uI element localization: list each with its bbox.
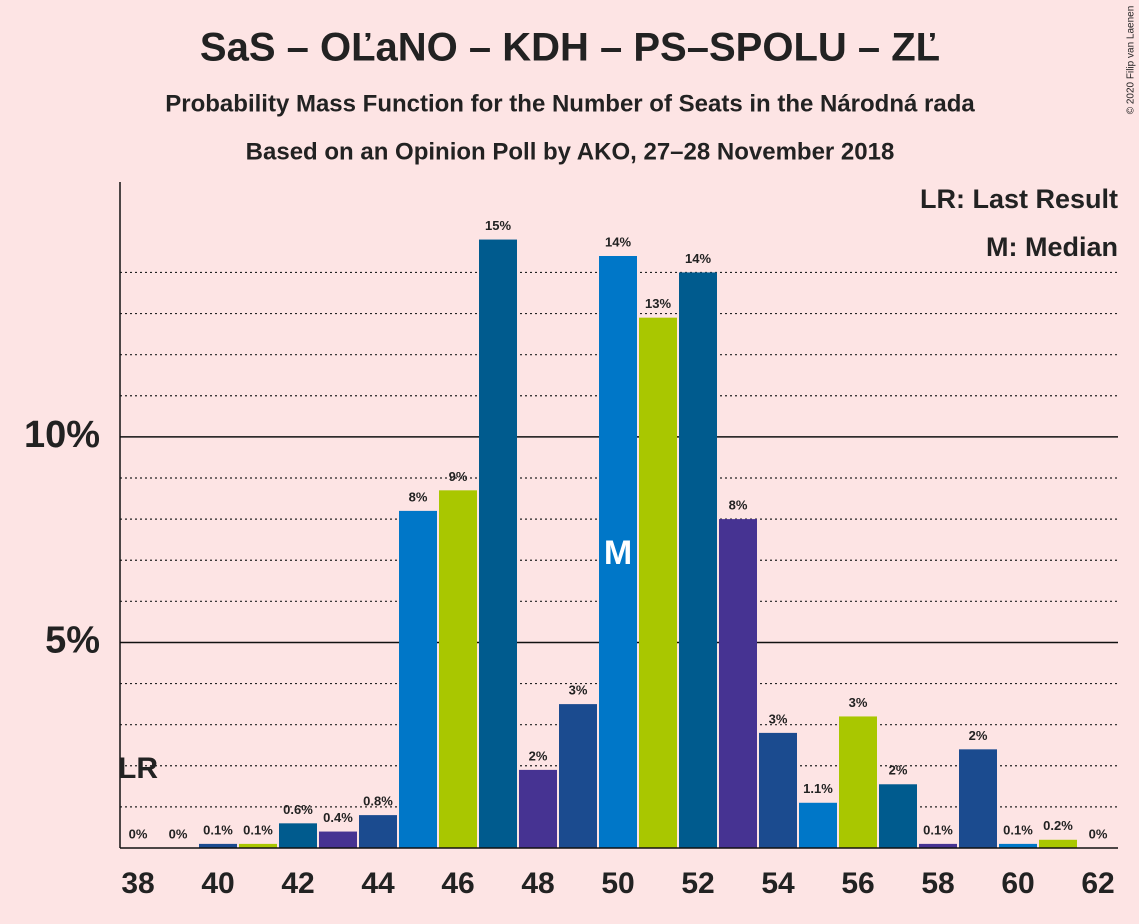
value-label: 0%: [169, 826, 188, 841]
bar: [319, 831, 357, 848]
x-tick-label: 38: [121, 867, 154, 900]
value-label: 15%: [485, 218, 511, 233]
x-tick-label: 50: [601, 867, 634, 900]
chart-subtitle: Based on an Opinion Poll by AKO, 27–28 N…: [246, 138, 895, 165]
x-tick-label: 54: [761, 867, 795, 900]
value-label: 0.8%: [363, 794, 393, 809]
bar: [679, 272, 717, 848]
x-tick-label: 58: [921, 867, 954, 900]
value-label: 0%: [1089, 826, 1108, 841]
bar: [359, 815, 397, 848]
bar: [759, 732, 797, 848]
value-label: 0.1%: [203, 822, 233, 837]
value-label: 2%: [889, 763, 908, 778]
value-label: 3%: [569, 683, 588, 698]
bar: [559, 704, 597, 848]
value-label: 0.6%: [283, 802, 313, 817]
x-tick-label: 56: [841, 867, 874, 900]
value-label: 9%: [449, 469, 468, 484]
bar: [199, 843, 237, 848]
value-label: 8%: [729, 498, 748, 513]
value-label: 13%: [645, 296, 671, 311]
value-label: 0.4%: [323, 810, 353, 825]
value-label: 0.1%: [243, 822, 273, 837]
bar: [919, 843, 957, 848]
y-tick-label: 5%: [45, 619, 100, 661]
bar: [639, 317, 677, 849]
bar: [519, 769, 557, 848]
bar: [839, 716, 877, 848]
bar: [479, 239, 517, 849]
bar: [599, 256, 637, 848]
x-tick-label: 44: [361, 867, 395, 900]
bar: [279, 823, 317, 848]
bar: [399, 510, 437, 848]
x-tick-label: 60: [1001, 867, 1034, 900]
copyright: © 2020 Filip van Laenen: [1126, 6, 1137, 115]
value-label: 2%: [969, 728, 988, 743]
value-label: 1.1%: [803, 781, 833, 796]
bar: [239, 843, 277, 848]
value-label: 0%: [129, 826, 148, 841]
bar: [799, 802, 837, 848]
bar: [879, 784, 917, 848]
bar: [999, 843, 1037, 848]
value-label: 3%: [769, 711, 788, 726]
value-label: 3%: [849, 695, 868, 710]
median-marker: M: [604, 534, 632, 572]
y-tick-label: 10%: [24, 414, 100, 456]
bar: [1039, 839, 1077, 848]
chart-title: SaS – OĽaNO – KDH – PS–SPOLU – ZĽ: [200, 26, 940, 70]
value-label: 0.1%: [1003, 822, 1033, 837]
x-tick-label: 40: [201, 867, 234, 900]
last-result-marker: LR: [118, 752, 158, 785]
value-label: 8%: [409, 489, 428, 504]
x-tick-label: 42: [281, 867, 314, 900]
legend-entry: LR: Last Result: [920, 184, 1118, 214]
value-label: 2%: [529, 748, 548, 763]
legend-entry: M: Median: [986, 232, 1118, 262]
chart-subtitle: Probability Mass Function for the Number…: [165, 90, 975, 117]
value-label: 0.1%: [923, 822, 953, 837]
x-tick-label: 62: [1081, 867, 1114, 900]
bar: [439, 490, 477, 848]
x-tick-label: 46: [441, 867, 474, 900]
bar: [959, 749, 997, 848]
value-label: 14%: [685, 251, 711, 266]
value-label: 14%: [605, 234, 631, 249]
value-label: 0.2%: [1043, 818, 1073, 833]
bar: [719, 519, 757, 848]
x-tick-label: 52: [681, 867, 714, 900]
x-tick-label: 48: [521, 867, 554, 900]
